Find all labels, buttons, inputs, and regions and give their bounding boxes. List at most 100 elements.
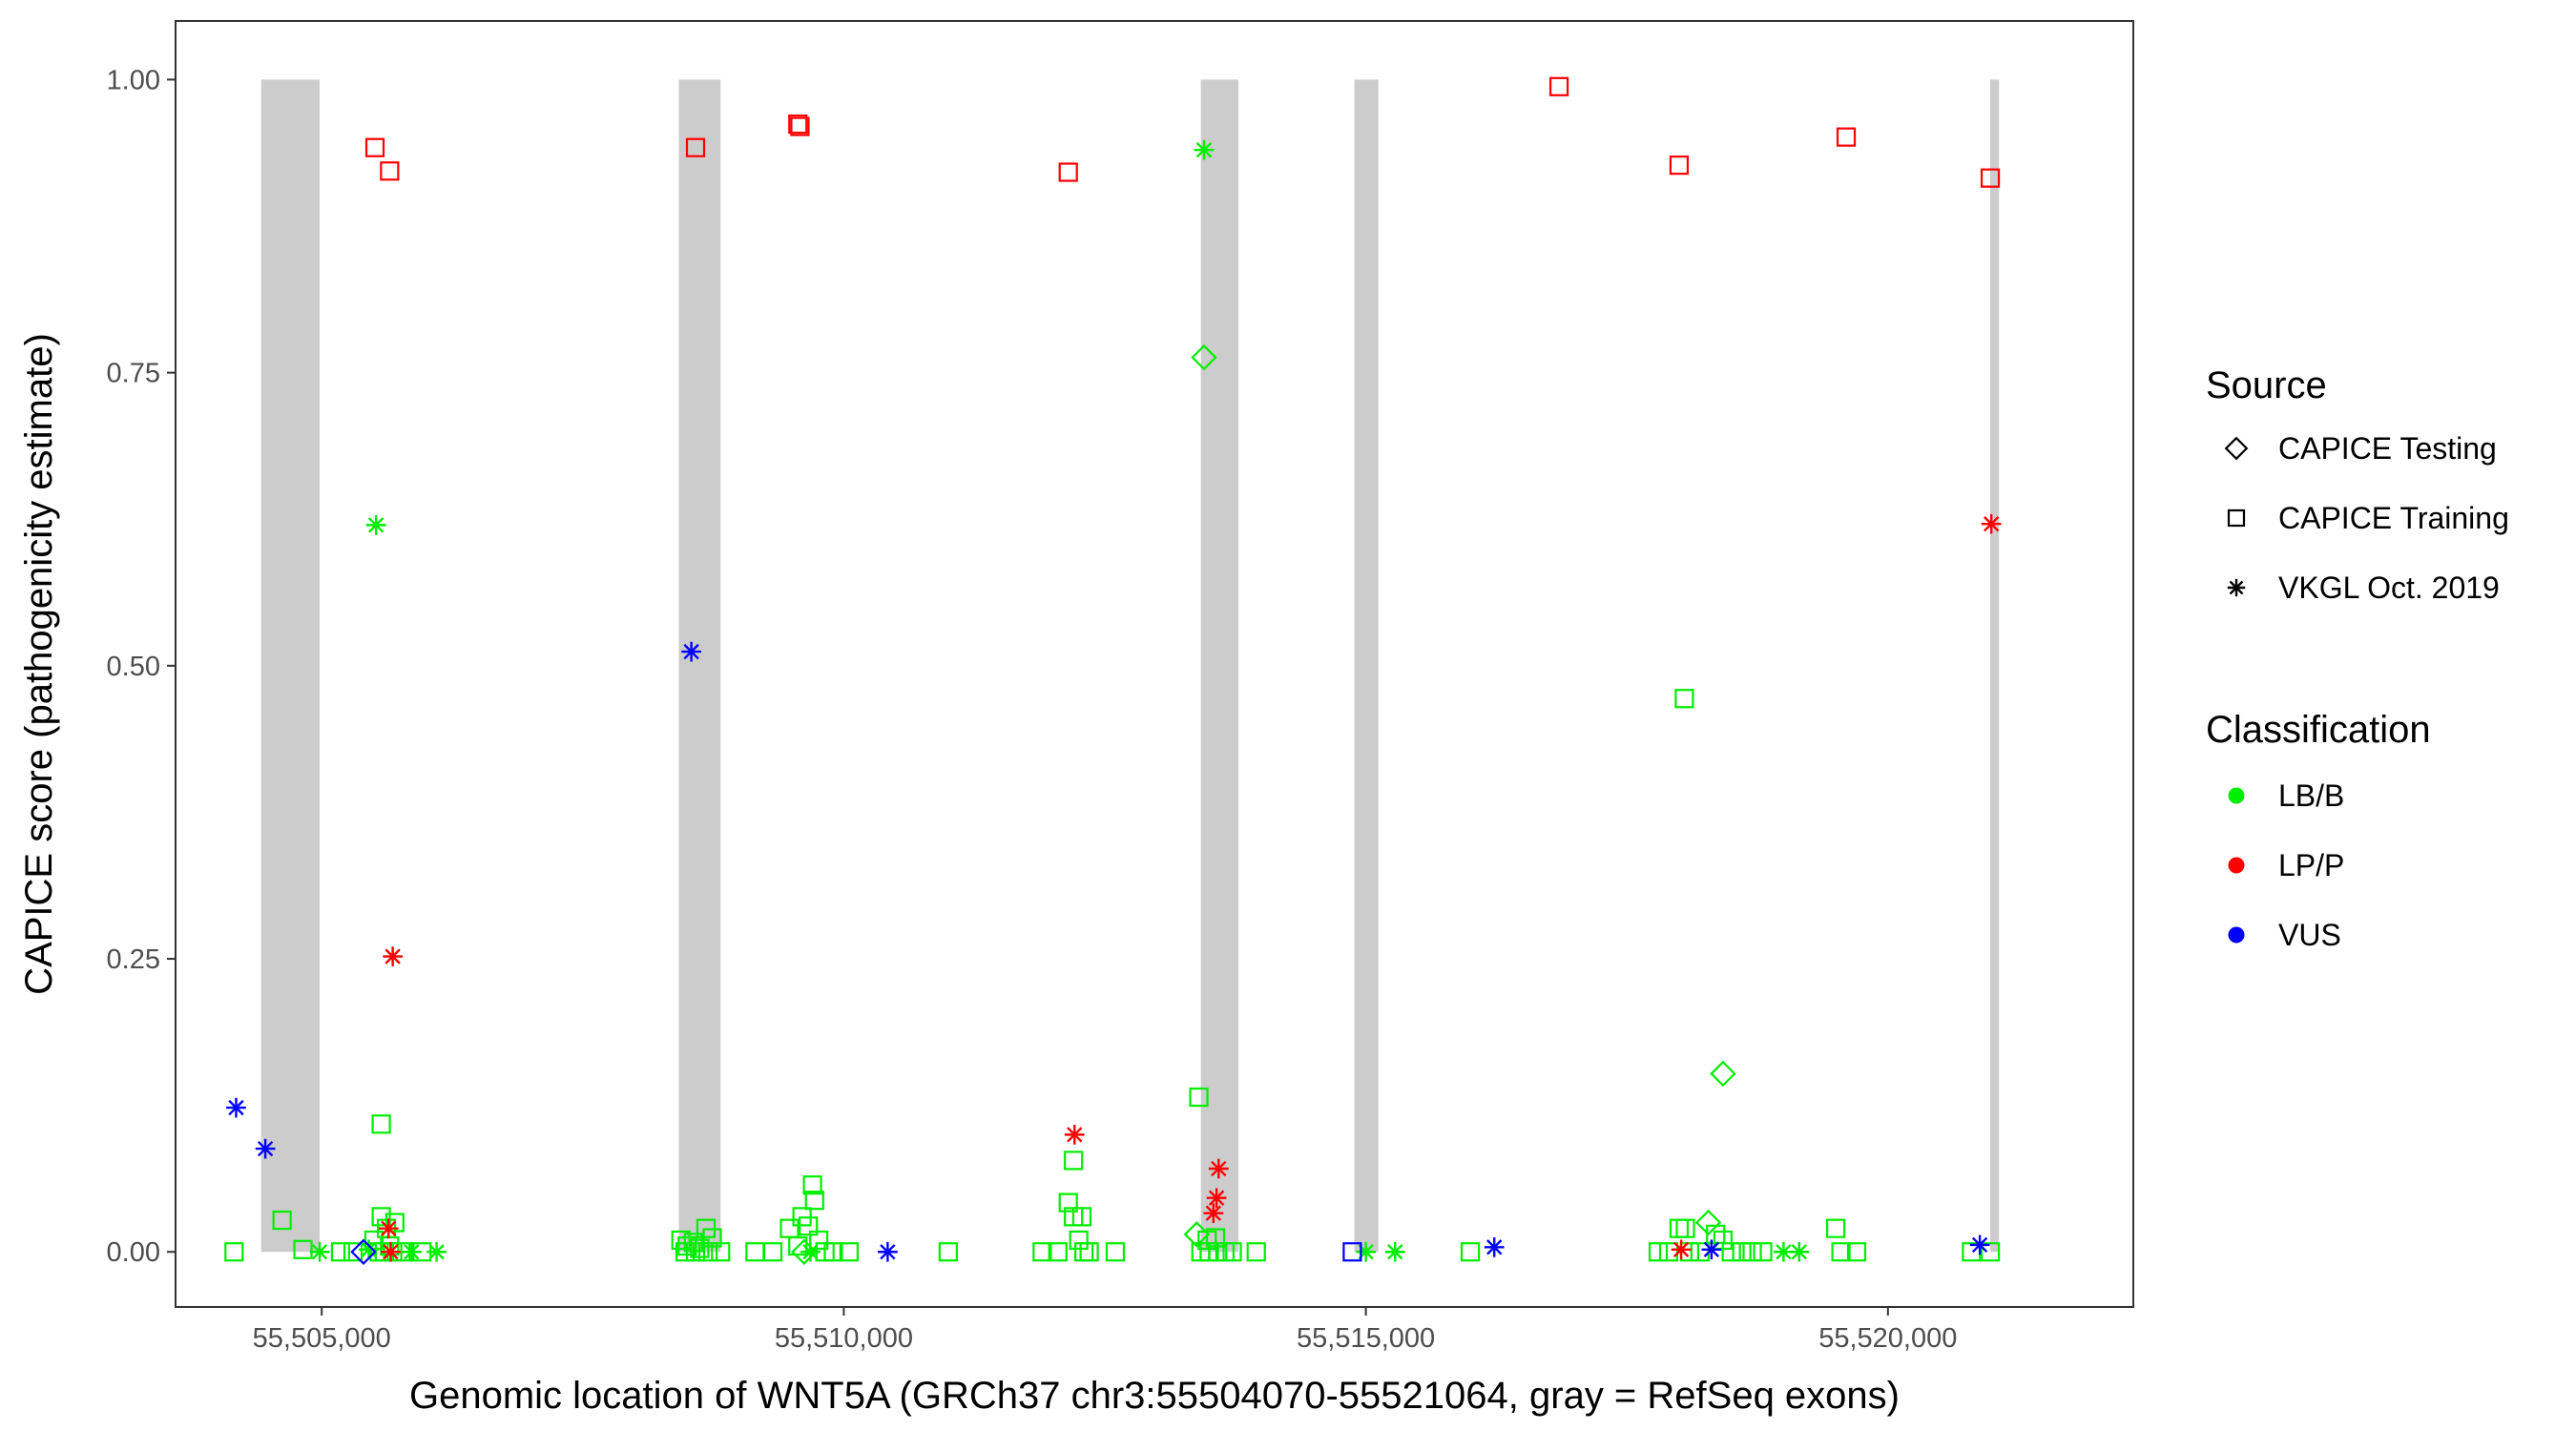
legend-key-dot	[2228, 857, 2245, 874]
asterisk-stroke	[1672, 1241, 1690, 1257]
asterisk-stroke	[311, 1244, 328, 1260]
data-point	[1969, 1234, 1990, 1255]
plot-panel-border	[175, 20, 2134, 1308]
data-point	[1189, 1087, 1209, 1108]
data-point	[1980, 1242, 2001, 1262]
legend-key-dot	[2228, 926, 2245, 944]
data-point	[1831, 1242, 1851, 1262]
data-point	[1032, 1242, 1052, 1262]
data-point	[1064, 1151, 1084, 1171]
asterisk-stroke	[2229, 580, 2244, 595]
data-point	[1690, 1242, 1710, 1262]
data-point	[378, 1218, 399, 1239]
data-point	[1742, 1242, 1762, 1262]
data-point	[381, 1241, 401, 1262]
legend-source-items: CAPICE Testing CAPICE Training VKGL Oct. 2…	[2224, 431, 2509, 605]
data-point	[224, 1242, 244, 1262]
data-point	[1074, 1242, 1094, 1262]
data-point	[371, 1207, 391, 1227]
exon-band	[678, 79, 721, 1253]
data-point	[839, 1242, 859, 1262]
legend-source-label: CAPICE Training	[2278, 501, 2509, 535]
legend-source-title: Source	[2206, 364, 2327, 406]
data-point	[1191, 343, 1217, 371]
data-point	[1342, 1242, 1362, 1262]
legend-classification-items: LB/B LP/P VUS	[2228, 778, 2344, 952]
x-axis-title: Genomic location of WNT5A (GRCh37 chr3:5…	[409, 1375, 1900, 1417]
x-tick-label: 55,510,000	[775, 1323, 913, 1354]
data-point	[401, 1241, 422, 1262]
data-point	[1825, 1218, 1846, 1238]
data-point	[1671, 1239, 1692, 1260]
y-tick-label: 0.50	[107, 652, 160, 682]
x-tick-label: 55,515,000	[1297, 1323, 1435, 1354]
asterisk-stroke	[1211, 1160, 1227, 1177]
x-axis: 55,505,000 55,510,000 55,515,000 55,520,000	[253, 1307, 1957, 1354]
legend: Source CAPICE Testing CAPICE Training VKGL…	[2206, 364, 2509, 952]
data-point	[1789, 1241, 1810, 1262]
data-point	[1208, 1158, 1229, 1179]
y-tick-label: 1.00	[107, 65, 160, 95]
legend-key-square	[2227, 508, 2246, 528]
data-point	[1732, 1242, 1752, 1262]
data-point	[1064, 1125, 1085, 1145]
legend-classification-label: VUS	[2278, 918, 2341, 952]
asterisk-stroke	[1208, 1190, 1225, 1206]
data-point	[309, 1241, 330, 1262]
data-point	[1669, 156, 1690, 176]
data-point	[804, 1191, 824, 1211]
asterisk-stroke	[384, 948, 401, 964]
data-point	[799, 1216, 819, 1236]
data-point	[364, 137, 385, 157]
data-point	[788, 114, 808, 135]
data-point	[1980, 168, 2001, 188]
data-point	[1706, 1224, 1726, 1244]
legend-key-asterisk	[2227, 578, 2246, 597]
data-point	[1460, 1242, 1481, 1262]
legend-key-diamond	[2224, 436, 2249, 461]
data-point	[1222, 1242, 1242, 1262]
data-point	[791, 1238, 818, 1265]
asterisk-stroke	[383, 1244, 399, 1260]
legend-classification-title: Classification	[2206, 709, 2431, 751]
data-point	[675, 1242, 696, 1262]
asterisk-stroke	[1971, 1236, 1988, 1254]
data-point	[1206, 1188, 1227, 1209]
asterisk-stroke	[381, 1220, 397, 1236]
data-point	[1058, 1192, 1078, 1213]
data-point	[788, 1236, 808, 1256]
exon-band	[1990, 79, 2000, 1253]
data-point	[745, 1242, 765, 1262]
data-point	[790, 116, 810, 136]
exon-band	[260, 79, 321, 1253]
asterisk-stroke	[1776, 1244, 1792, 1260]
exon-bands	[260, 79, 2000, 1253]
data-point	[1694, 1209, 1722, 1236]
data-point	[1548, 76, 1569, 96]
data-points	[224, 76, 2002, 1265]
asterisk-stroke	[367, 517, 384, 533]
data-point	[938, 1242, 958, 1262]
asterisk-stroke	[1791, 1244, 1807, 1260]
data-point	[1356, 1241, 1376, 1262]
data-point	[330, 1242, 351, 1262]
asterisk-stroke	[1703, 1241, 1720, 1257]
data-point	[823, 1242, 843, 1262]
data-point	[685, 137, 706, 157]
y-axis-title: CAPICE score (pathogenicity estimate)	[18, 333, 60, 995]
data-point	[1981, 513, 2002, 534]
data-point	[671, 1230, 691, 1251]
data-point	[1658, 1242, 1679, 1262]
data-point	[1384, 1241, 1405, 1262]
data-point	[1846, 1242, 1867, 1262]
y-tick-label: 0.75	[107, 359, 160, 389]
legend-source-label: VKGL Oct. 2019	[2278, 570, 2500, 605]
data-point	[698, 1242, 718, 1262]
asterisk-stroke	[404, 1244, 420, 1260]
data-point	[1069, 1230, 1089, 1251]
x-tick-label: 55,520,000	[1818, 1323, 1957, 1354]
data-point	[1674, 689, 1694, 709]
exon-band	[1200, 79, 1239, 1253]
data-point	[1105, 1242, 1126, 1262]
